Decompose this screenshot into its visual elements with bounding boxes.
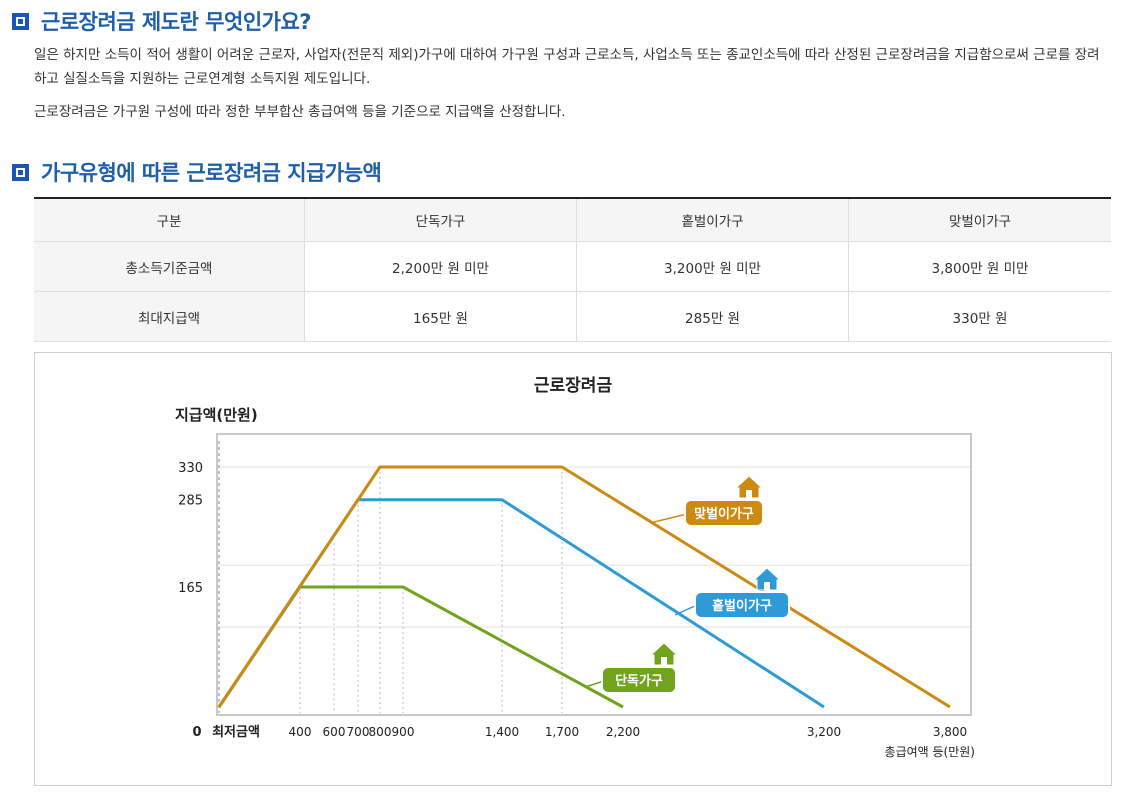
y-axis-label: 지급액(만원) — [175, 406, 258, 424]
table-cell: 285만 원 — [576, 291, 849, 342]
chart-title: 근로장려금 — [534, 376, 613, 396]
calc-paragraph: 근로장려금은 가구원 구성에 따라 정한 부부합산 총급여액 등을 기준으로 지… — [34, 104, 566, 120]
origin-label: 0 — [192, 725, 201, 740]
table-cell: 3,200만 원 미만 — [576, 241, 849, 292]
legend-badge — [684, 499, 764, 527]
series-line — [217, 465, 951, 709]
table-cell: 최대지급액 — [34, 291, 305, 342]
y-tick-label: 285 — [178, 494, 203, 509]
section-heading-amounts: 가구유형에 따른 근로장려금 지급가능액 — [12, 157, 382, 187]
table-header-row: 구분 단독가구 홑벌이가구 맞벌이가구 — [34, 197, 1111, 242]
table-header: 홑벌이가구 — [576, 197, 849, 242]
x-tick-label: 800 — [369, 725, 392, 739]
x-tick-label: 900 — [392, 725, 415, 739]
legend-badge — [694, 591, 790, 619]
legend-label: 홑벌이가구 — [712, 598, 772, 614]
x-tick-label: 600 — [323, 725, 346, 739]
table-cell: 3,800만 원 미만 — [848, 241, 1111, 292]
section-title-about: 근로장려금 제도란 무엇인가요? — [41, 10, 311, 34]
square-bullet-icon — [12, 163, 29, 181]
legend-connector — [584, 680, 605, 688]
x-tick-label: 1,400 — [485, 725, 519, 739]
square-bullet-icon — [12, 12, 29, 30]
legend-label: 단독가구 — [615, 673, 663, 689]
intro-paragraph: 일은 하지만 소득이 적어 생활이 어려운 근로자, 사업자(전문직 제외)가구… — [34, 47, 1100, 87]
table-row: 총소득기준금액 2,200만 원 미만 3,200만 원 미만 3,800만 원… — [34, 241, 1111, 292]
legend-label: 맞벌이가구 — [694, 506, 754, 522]
x-tick-label: 3,800 — [933, 725, 967, 739]
x-axis-label: 총급여액 등(만원) — [885, 745, 975, 759]
house-icon — [734, 475, 764, 499]
table-cell: 총소득기준금액 — [34, 241, 305, 292]
section-title-amounts: 가구유형에 따른 근로장려금 지급가능액 — [41, 161, 382, 185]
table-header: 맞벌이가구 — [848, 197, 1111, 242]
table-cell: 330만 원 — [848, 291, 1111, 342]
y-tick-label: 165 — [178, 581, 203, 596]
x-tick-label: 400 — [289, 725, 312, 739]
table-cell: 165만 원 — [304, 291, 577, 342]
table-cell: 2,200만 원 미만 — [304, 241, 577, 292]
x-tick-label: 1,700 — [545, 725, 579, 739]
x-tick-label: 700 — [347, 725, 370, 739]
legend-badge — [601, 666, 677, 694]
legend-connector — [649, 513, 688, 524]
household-table: 구분 단독가구 홑벌이가구 맞벌이가구 총소득기준금액 2,200만 원 미만 … — [34, 197, 1111, 342]
table-row: 최대지급액 165만 원 285만 원 330만 원 — [34, 291, 1111, 342]
house-icon — [649, 642, 679, 666]
min-amount-label: 최저금액 — [212, 725, 260, 740]
table-header: 단독가구 — [304, 197, 577, 242]
y-tick-label: 330 — [178, 461, 203, 476]
house-door-icon — [746, 490, 752, 498]
section-heading-about: 근로장려금 제도란 무엇인가요? — [12, 6, 311, 36]
house-door-icon — [764, 582, 770, 590]
table-header: 구분 — [34, 197, 305, 242]
house-icon — [752, 567, 782, 591]
x-tick-label: 2,200 — [606, 725, 640, 739]
x-tick-label: 3,200 — [807, 725, 841, 739]
plot-frame — [216, 433, 972, 716]
house-door-icon — [661, 657, 667, 665]
legend-connector — [674, 604, 698, 616]
